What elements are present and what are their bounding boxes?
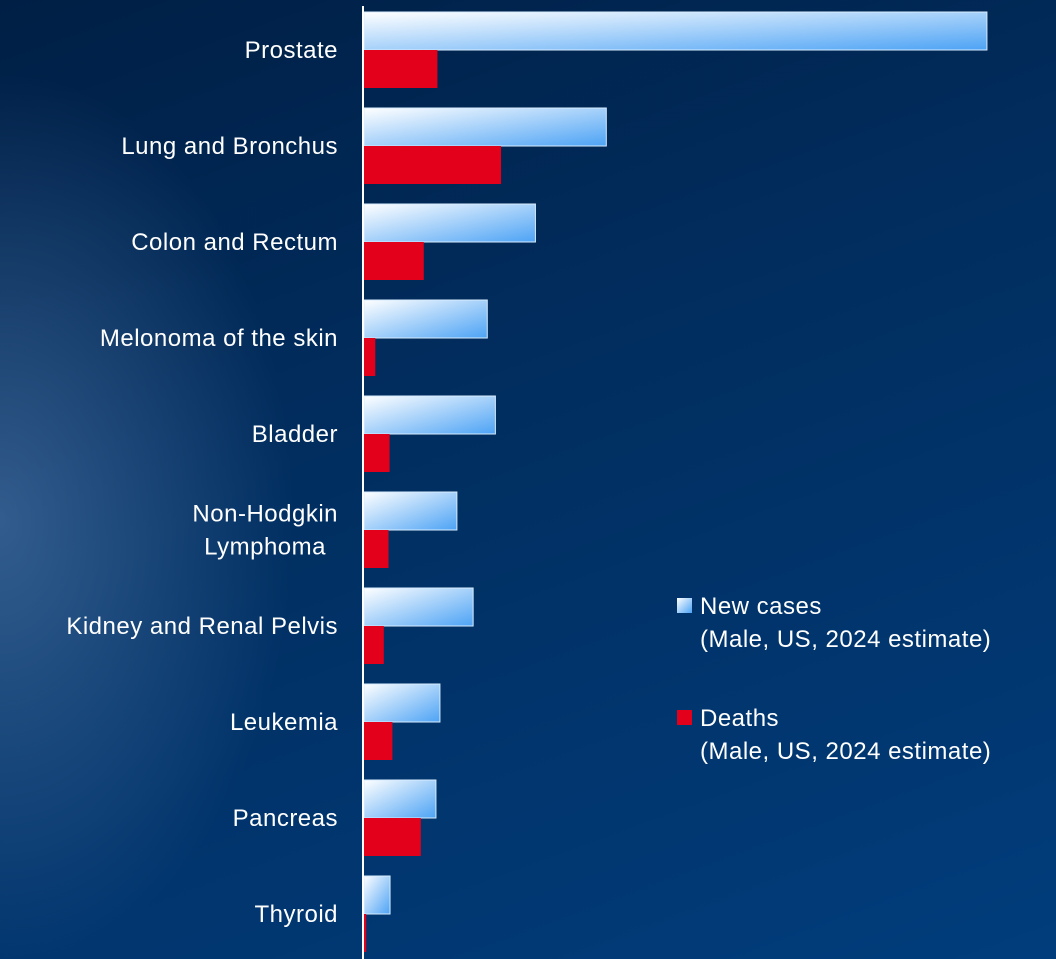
category-label: Prostate [245,37,338,64]
bar-deaths [364,242,424,280]
bar-new-cases [363,11,988,51]
category-label: Lung and Bronchus [121,133,338,160]
series-deaths [364,50,502,952]
bar-new-cases [363,587,474,627]
bar-new-cases [363,875,391,915]
legend-label: (Male, US, 2024 estimate) [700,626,991,653]
category-label: Melonoma of the skin [100,325,338,352]
bar-new-cases [363,395,496,435]
category-labels: Prostate Lung and Bronchus Colon and Rectu… [66,37,338,928]
legend-swatch-deaths [677,710,692,725]
legend-swatch-new-cases [677,598,692,613]
bar-new-cases [363,491,458,531]
series-new-cases [363,11,988,915]
bar-deaths [364,626,384,664]
bar-new-cases [363,203,536,243]
bar-new-cases [363,779,437,819]
legend-label: (Male, US, 2024 estimate) [700,738,991,765]
bar-deaths [364,818,421,856]
bar-new-cases [363,299,488,339]
category-label: Leukemia [230,709,338,736]
legend: New cases (Male, US, 2024 estimate) Deaths… [677,593,991,765]
bar-deaths [364,914,367,952]
legend-label: New cases [700,593,822,620]
bar-deaths [364,530,389,568]
category-label: Bladder [252,421,338,448]
category-label: Kidney and Renal Pelvis [66,613,338,640]
bar-deaths [364,338,376,376]
category-label: Non-Hodgkin [192,501,338,528]
bar-deaths [364,722,393,760]
bar-deaths [364,434,390,472]
bar-new-cases [363,683,441,723]
category-label: Colon and Rectum [131,229,338,256]
bar-deaths [364,50,438,88]
bar-new-cases [363,107,607,147]
category-label: Lymphoma [204,534,326,561]
category-label: Pancreas [233,805,338,832]
bar-deaths [364,146,502,184]
legend-label: Deaths [700,705,779,732]
category-label: Thyroid [254,901,338,928]
